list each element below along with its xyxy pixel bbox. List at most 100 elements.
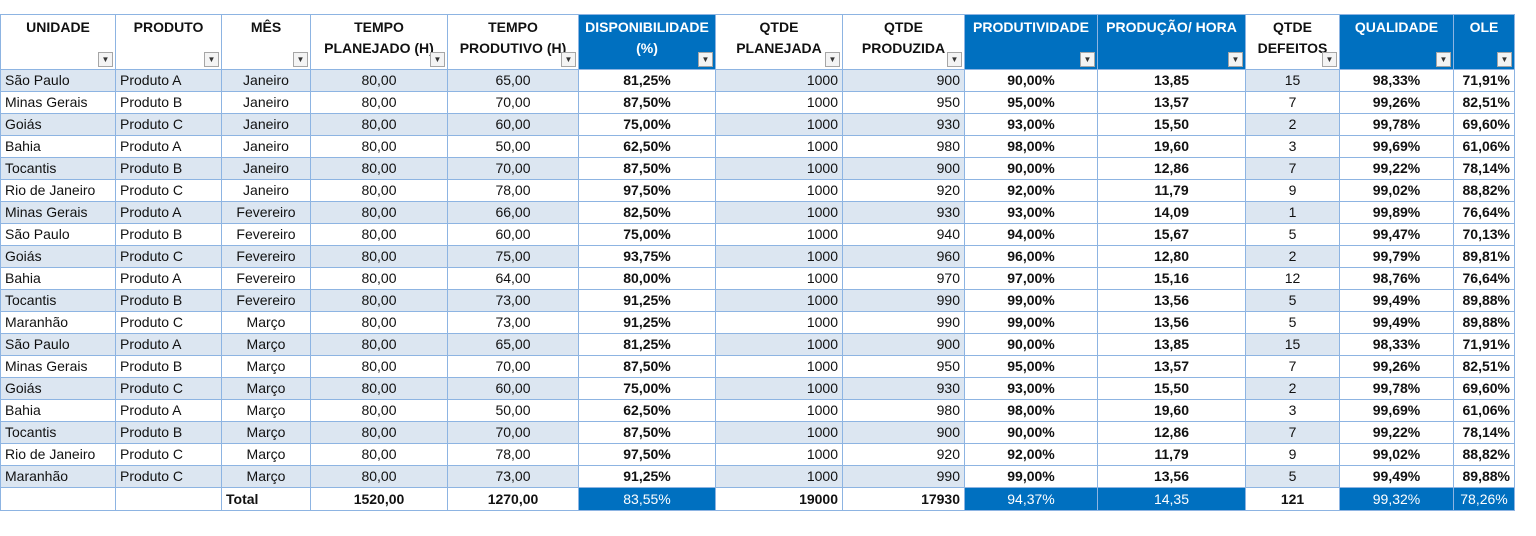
cell-qtde-defeitos[interactable]: 9 bbox=[1245, 443, 1340, 466]
cell-qtde-defeitos[interactable]: 3 bbox=[1245, 135, 1340, 158]
cell-mes[interactable]: Março bbox=[221, 355, 311, 378]
cell-produtividade[interactable]: 97,00% bbox=[964, 267, 1098, 290]
cell-produtividade[interactable]: 99,00% bbox=[964, 311, 1098, 334]
cell-qualidade[interactable]: 99,22% bbox=[1339, 421, 1454, 444]
cell-produtividade[interactable]: 93,00% bbox=[964, 113, 1098, 136]
total-unidade[interactable] bbox=[0, 487, 116, 511]
cell-qualidade[interactable]: 99,79% bbox=[1339, 245, 1454, 268]
cell-disponibilidade[interactable]: 75,00% bbox=[578, 223, 716, 246]
cell-tempo-produtivo[interactable]: 73,00 bbox=[447, 311, 579, 334]
cell-unidade[interactable]: Minas Gerais bbox=[0, 201, 116, 224]
cell-ole[interactable]: 88,82% bbox=[1453, 443, 1515, 466]
cell-mes[interactable]: Fevereiro bbox=[221, 289, 311, 312]
cell-qtde-defeitos[interactable]: 9 bbox=[1245, 179, 1340, 202]
cell-disponibilidade[interactable]: 91,25% bbox=[578, 311, 716, 334]
filter-dropdown-icon[interactable]: ▼ bbox=[204, 52, 219, 67]
cell-qtde-planejada[interactable]: 1000 bbox=[715, 465, 843, 488]
cell-qtde-produzida[interactable]: 970 bbox=[842, 267, 965, 290]
cell-tempo-produtivo[interactable]: 50,00 bbox=[447, 399, 579, 422]
cell-qualidade[interactable]: 99,47% bbox=[1339, 223, 1454, 246]
filter-dropdown-icon[interactable]: ▼ bbox=[561, 52, 576, 67]
header-tempo-produtivo[interactable]: TEMPO PRODUTIVO (H) ▼ bbox=[447, 14, 579, 70]
cell-mes[interactable]: Março bbox=[221, 377, 311, 400]
cell-qtde-produzida[interactable]: 930 bbox=[842, 377, 965, 400]
cell-qtde-defeitos[interactable]: 7 bbox=[1245, 421, 1340, 444]
cell-mes[interactable]: Janeiro bbox=[221, 113, 311, 136]
cell-ole[interactable]: 89,88% bbox=[1453, 465, 1515, 488]
cell-mes[interactable]: Março bbox=[221, 311, 311, 334]
cell-unidade[interactable]: Goiás bbox=[0, 113, 116, 136]
cell-qualidade[interactable]: 99,22% bbox=[1339, 157, 1454, 180]
cell-producao-hora[interactable]: 12,86 bbox=[1097, 421, 1246, 444]
header-qualidade[interactable]: QUALIDADE ▼ bbox=[1339, 14, 1454, 70]
cell-tempo-planejado[interactable]: 80,00 bbox=[310, 333, 448, 356]
cell-tempo-planejado[interactable]: 80,00 bbox=[310, 179, 448, 202]
cell-ole[interactable]: 78,14% bbox=[1453, 157, 1515, 180]
cell-producao-hora[interactable]: 13,85 bbox=[1097, 69, 1246, 92]
cell-produto[interactable]: Produto B bbox=[115, 289, 222, 312]
cell-qualidade[interactable]: 99,02% bbox=[1339, 179, 1454, 202]
filter-dropdown-icon[interactable]: ▼ bbox=[698, 52, 713, 67]
cell-tempo-planejado[interactable]: 80,00 bbox=[310, 157, 448, 180]
cell-producao-hora[interactable]: 15,16 bbox=[1097, 267, 1246, 290]
cell-producao-hora[interactable]: 15,50 bbox=[1097, 377, 1246, 400]
cell-produtividade[interactable]: 98,00% bbox=[964, 135, 1098, 158]
cell-unidade[interactable]: Goiás bbox=[0, 377, 116, 400]
header-mes[interactable]: MÊS ▼ bbox=[221, 14, 311, 70]
cell-unidade[interactable]: São Paulo bbox=[0, 333, 116, 356]
cell-tempo-produtivo[interactable]: 78,00 bbox=[447, 179, 579, 202]
cell-disponibilidade[interactable]: 81,25% bbox=[578, 333, 716, 356]
cell-producao-hora[interactable]: 13,57 bbox=[1097, 91, 1246, 114]
cell-mes[interactable]: Janeiro bbox=[221, 179, 311, 202]
header-ole[interactable]: OLE ▼ bbox=[1453, 14, 1515, 70]
filter-dropdown-icon[interactable]: ▼ bbox=[825, 52, 840, 67]
cell-qualidade[interactable]: 99,49% bbox=[1339, 289, 1454, 312]
cell-producao-hora[interactable]: 13,85 bbox=[1097, 333, 1246, 356]
cell-mes[interactable]: Março bbox=[221, 443, 311, 466]
cell-produtividade[interactable]: 90,00% bbox=[964, 333, 1098, 356]
cell-unidade[interactable]: Rio de Janeiro bbox=[0, 179, 116, 202]
cell-ole[interactable]: 76,64% bbox=[1453, 201, 1515, 224]
cell-ole[interactable]: 88,82% bbox=[1453, 179, 1515, 202]
filter-dropdown-icon[interactable]: ▼ bbox=[293, 52, 308, 67]
cell-produtividade[interactable]: 94,00% bbox=[964, 223, 1098, 246]
cell-ole[interactable]: 89,88% bbox=[1453, 311, 1515, 334]
cell-ole[interactable]: 61,06% bbox=[1453, 399, 1515, 422]
cell-unidade[interactable]: Maranhão bbox=[0, 465, 116, 488]
cell-produto[interactable]: Produto C bbox=[115, 465, 222, 488]
cell-ole[interactable]: 71,91% bbox=[1453, 333, 1515, 356]
cell-producao-hora[interactable]: 13,56 bbox=[1097, 311, 1246, 334]
cell-qtde-planejada[interactable]: 1000 bbox=[715, 399, 843, 422]
cell-tempo-produtivo[interactable]: 75,00 bbox=[447, 245, 579, 268]
cell-qtde-planejada[interactable]: 1000 bbox=[715, 69, 843, 92]
cell-qualidade[interactable]: 99,26% bbox=[1339, 91, 1454, 114]
cell-producao-hora[interactable]: 19,60 bbox=[1097, 399, 1246, 422]
cell-qtde-planejada[interactable]: 1000 bbox=[715, 267, 843, 290]
cell-qtde-produzida[interactable]: 900 bbox=[842, 421, 965, 444]
cell-mes[interactable]: Março bbox=[221, 421, 311, 444]
cell-qualidade[interactable]: 98,33% bbox=[1339, 333, 1454, 356]
cell-tempo-planejado[interactable]: 80,00 bbox=[310, 267, 448, 290]
total-produtividade[interactable]: 94,37% bbox=[964, 487, 1098, 511]
filter-dropdown-icon[interactable]: ▼ bbox=[1436, 52, 1451, 67]
cell-tempo-produtivo[interactable]: 70,00 bbox=[447, 355, 579, 378]
total-qtde-defeitos[interactable]: 121 bbox=[1245, 487, 1340, 511]
header-disponibilidade[interactable]: DISPONIBILIDADE (%) ▼ bbox=[578, 14, 716, 70]
cell-produto[interactable]: Produto C bbox=[115, 245, 222, 268]
cell-unidade[interactable]: São Paulo bbox=[0, 69, 116, 92]
cell-qtde-produzida[interactable]: 920 bbox=[842, 179, 965, 202]
cell-qtde-defeitos[interactable]: 1 bbox=[1245, 201, 1340, 224]
cell-qtde-produzida[interactable]: 980 bbox=[842, 399, 965, 422]
cell-qtde-planejada[interactable]: 1000 bbox=[715, 333, 843, 356]
header-produto[interactable]: PRODUTO ▼ bbox=[115, 14, 222, 70]
cell-qtde-produzida[interactable]: 950 bbox=[842, 355, 965, 378]
cell-produto[interactable]: Produto C bbox=[115, 179, 222, 202]
cell-qtde-defeitos[interactable]: 7 bbox=[1245, 157, 1340, 180]
cell-qtde-planejada[interactable]: 1000 bbox=[715, 245, 843, 268]
filter-dropdown-icon[interactable]: ▼ bbox=[1080, 52, 1095, 67]
cell-ole[interactable]: 71,91% bbox=[1453, 69, 1515, 92]
cell-produtividade[interactable]: 92,00% bbox=[964, 179, 1098, 202]
cell-tempo-produtivo[interactable]: 60,00 bbox=[447, 377, 579, 400]
cell-qtde-defeitos[interactable]: 12 bbox=[1245, 267, 1340, 290]
cell-produtividade[interactable]: 95,00% bbox=[964, 355, 1098, 378]
